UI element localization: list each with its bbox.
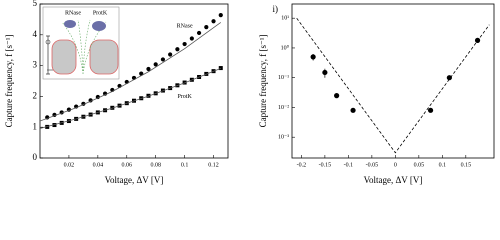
point (189, 36, 194, 41)
panel-label: i) (273, 4, 279, 14)
plot-frame (39, 3, 229, 159)
x-tick-label: 0.06 (122, 162, 133, 168)
x-tick-label: -0.1 (344, 162, 354, 168)
point (196, 30, 202, 36)
point (211, 19, 216, 24)
x-tick-label: 0.12 (208, 162, 219, 168)
y-tick-label: 10⁰ (281, 44, 290, 51)
y-axis-label: Capture frequency, f [s⁻¹] (4, 35, 14, 128)
y-tick-label: 0 (33, 152, 38, 162)
series-label: RNase (177, 23, 193, 29)
y-axis-label: Capture frequency, f [s⁻¹] (258, 35, 268, 128)
plot-frame (291, 3, 495, 159)
x-tick-label: 0.04 (93, 162, 104, 168)
y-tick-label: 10⁻² (278, 105, 289, 111)
x-tick-label: 0.08 (150, 162, 161, 168)
x-tick-label: -0.15 (319, 162, 332, 168)
y-tick-label: 10⁻³ (278, 135, 289, 141)
membrane-left (51, 39, 77, 75)
point (139, 71, 144, 76)
inset-label: RNase (65, 10, 81, 16)
point (146, 66, 151, 72)
fit-line (296, 17, 490, 154)
membrane-right (89, 39, 119, 75)
fit-line (40, 22, 222, 122)
x-tick-label: 0 (394, 162, 397, 168)
inset-label: ProtK (93, 10, 108, 16)
x-tick-label: -0.2 (297, 162, 307, 168)
point (168, 52, 173, 57)
rnase-protein (64, 20, 76, 28)
x-tick-label: 0.1 (439, 162, 447, 168)
fit-line (40, 68, 221, 129)
x-axis-label: Voltage, ΔV [V] (364, 175, 423, 185)
inset-scale (46, 35, 50, 75)
point (204, 25, 209, 30)
point (160, 57, 166, 62)
y-tick-label: 10⁻¹ (278, 75, 289, 81)
point (334, 93, 340, 99)
x-tick-label: 0.15 (461, 162, 472, 168)
x-tick-label: -0.05 (366, 162, 379, 168)
point (350, 107, 356, 113)
point (52, 123, 57, 128)
inset-symbol (45, 39, 51, 45)
y-tick-label: 4 (33, 29, 38, 39)
point (446, 75, 452, 81)
point (427, 107, 434, 113)
inset: RNase ProtK (42, 6, 120, 80)
x-tick-label: 0.05 (414, 162, 425, 168)
y-tick-label: 10¹ (281, 16, 289, 22)
y-tick-label: 1 (33, 121, 38, 131)
x-tick-label: 0.02 (64, 162, 75, 168)
point (218, 12, 223, 18)
point (322, 69, 328, 76)
streamlines (61, 19, 107, 75)
point (310, 54, 316, 60)
y-tick-label: 3 (33, 60, 38, 70)
protk-protein (92, 21, 106, 31)
figure: 0.02 0.04 0.06 0.08 0.1 0.12 0 1 2 3 4 5 Voltage, ΔV… (4, 0, 495, 185)
series-label: ProtK (177, 94, 192, 100)
point (182, 41, 187, 47)
y-tick-label: 5 (33, 0, 38, 8)
y-tick-label: 2 (33, 90, 38, 100)
x-tick-label: 0.1 (181, 162, 189, 168)
x-axis-label: Voltage, ΔV [V] (105, 175, 164, 185)
point (153, 62, 158, 67)
point (218, 66, 223, 71)
point (175, 47, 180, 52)
